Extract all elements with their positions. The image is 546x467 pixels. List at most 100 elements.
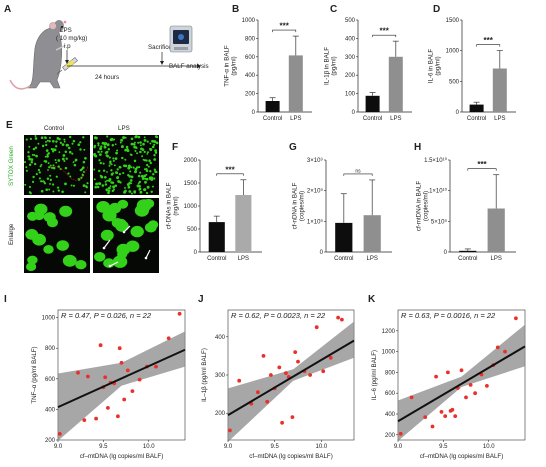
- data-point: [423, 415, 428, 419]
- cell-nucleus: [46, 177, 50, 181]
- cell-nucleus: [145, 191, 149, 195]
- cell-nucleus: [43, 245, 54, 254]
- cell-nucleus: [140, 147, 143, 151]
- y-axis-label: IL–6 (pg/ml BALF): [371, 350, 378, 400]
- cell-nucleus: [54, 159, 57, 161]
- net-arrow: [123, 225, 131, 233]
- cell-nucleus: [138, 184, 141, 188]
- bar-control: [365, 95, 380, 112]
- interval-label: 24 hours: [95, 74, 119, 81]
- data-point: [453, 414, 458, 418]
- y-axis-label: TNF–α (pg/ml BALF): [31, 346, 38, 403]
- data-point: [228, 428, 232, 433]
- significance-bracket: [216, 173, 244, 176]
- cell-nucleus: [100, 175, 104, 179]
- cell-nucleus: [134, 149, 137, 153]
- cell-nucleus: [35, 154, 38, 158]
- cell-nucleus: [48, 188, 51, 191]
- y-tick-label: 600: [45, 377, 56, 383]
- cell-nucleus: [44, 155, 47, 158]
- data-point: [137, 377, 142, 382]
- cell-nucleus: [127, 185, 131, 189]
- cell-nucleus: [114, 157, 118, 160]
- data-point: [293, 350, 298, 354]
- bar-chart-c: 0 100 200 300 400 500 IL-1β in BALF (pg/ml) Cont…: [324, 18, 412, 122]
- cell-nucleus: [114, 184, 118, 188]
- cell-nucleus: [100, 150, 103, 153]
- x-tick-label: LPS: [494, 116, 505, 122]
- cell-nucleus: [48, 166, 51, 169]
- cell-nucleus: [30, 161, 34, 164]
- data-point: [119, 360, 124, 365]
- significance-label: ***: [225, 165, 235, 174]
- cell-nucleus: [52, 166, 55, 170]
- cell-nucleus: [50, 147, 54, 151]
- y-tick-label: 200: [215, 411, 226, 417]
- bar-control: [335, 222, 353, 252]
- data-point: [468, 383, 473, 387]
- y-tick-label: 2×10⁹: [307, 188, 324, 195]
- cell-nucleus: [132, 166, 135, 169]
- cell-nucleus: [119, 141, 122, 144]
- cell-nucleus: [153, 168, 156, 171]
- data-point: [256, 390, 260, 395]
- significance-label: ***: [380, 27, 390, 36]
- sacrifice-label: Sacrifice: [148, 44, 172, 51]
- cell-nucleus: [57, 165, 60, 168]
- y-tick-label: 800: [245, 36, 256, 42]
- cell-nucleus: [115, 151, 118, 155]
- y-tick-label: 1000: [42, 316, 56, 322]
- confidence-band: [58, 331, 185, 441]
- y-tick-label: 800: [45, 346, 56, 352]
- cell-nucleus: [110, 181, 113, 184]
- y-axis-label: (pg/ml): [331, 56, 338, 75]
- data-point: [459, 368, 464, 373]
- cell-nucleus: [34, 203, 48, 215]
- cell-nucleus: [71, 142, 74, 145]
- cell-nucleus: [107, 143, 110, 146]
- regression-line: [397, 345, 526, 423]
- y-axis-label: cf-mtDNA in BALF: [416, 181, 423, 231]
- cell-nucleus: [125, 145, 129, 149]
- y-axis-label: IL-1β in BALF: [324, 47, 331, 85]
- data-point: [503, 349, 507, 354]
- cell-nucleus: [65, 143, 69, 147]
- cell-nucleus: [64, 166, 68, 170]
- cell-nucleus: [150, 190, 153, 194]
- cell-nucleus: [114, 143, 117, 146]
- y-tick-label: 300: [345, 55, 356, 61]
- cell-nucleus: [45, 149, 49, 152]
- cell-nucleus: [137, 135, 141, 139]
- cell-nucleus: [145, 159, 148, 162]
- x-tick-label: LPS: [290, 116, 301, 122]
- bar-control: [459, 250, 477, 252]
- bar-control: [265, 101, 280, 112]
- cell-nucleus: [28, 191, 32, 194]
- cell-nucleus: [151, 139, 154, 143]
- cell-nucleus: [130, 182, 133, 185]
- bar-lps: [388, 56, 403, 112]
- cell-nucleus: [94, 185, 98, 189]
- scatter-chart-k: 9.0 9.5 10.0 200 400 600 800 1000 1200 cf–mtDNA (…: [371, 309, 526, 460]
- regression-line: [57, 348, 186, 409]
- y-tick-label: 0: [352, 110, 356, 116]
- data-point: [265, 399, 270, 404]
- net-arrow-head: [102, 246, 106, 250]
- panel-letter-d: D: [433, 4, 440, 15]
- cell-nucleus: [146, 185, 150, 189]
- stats-annotation: R = 0.47, P = 0.026, n = 22: [61, 311, 152, 320]
- bar-chart-b: 0 200 400 600 800 1000 TNF-α in BALF (pg/ml) Con…: [224, 18, 312, 122]
- data-point: [443, 414, 448, 418]
- y-tick-label: 5×10⁹: [431, 218, 448, 225]
- cell-nucleus: [40, 136, 44, 140]
- x-tick-label: 9.0: [224, 444, 233, 450]
- cell-nucleus: [56, 240, 69, 251]
- cell-nucleus: [79, 141, 82, 144]
- y-axis-label: (copies/ml): [423, 191, 430, 221]
- cell-nucleus: [94, 136, 98, 140]
- x-tick-label: LPS: [390, 116, 401, 122]
- cell-nucleus: [61, 143, 65, 146]
- net-arrow: [109, 261, 119, 267]
- cell-nucleus: [45, 143, 48, 147]
